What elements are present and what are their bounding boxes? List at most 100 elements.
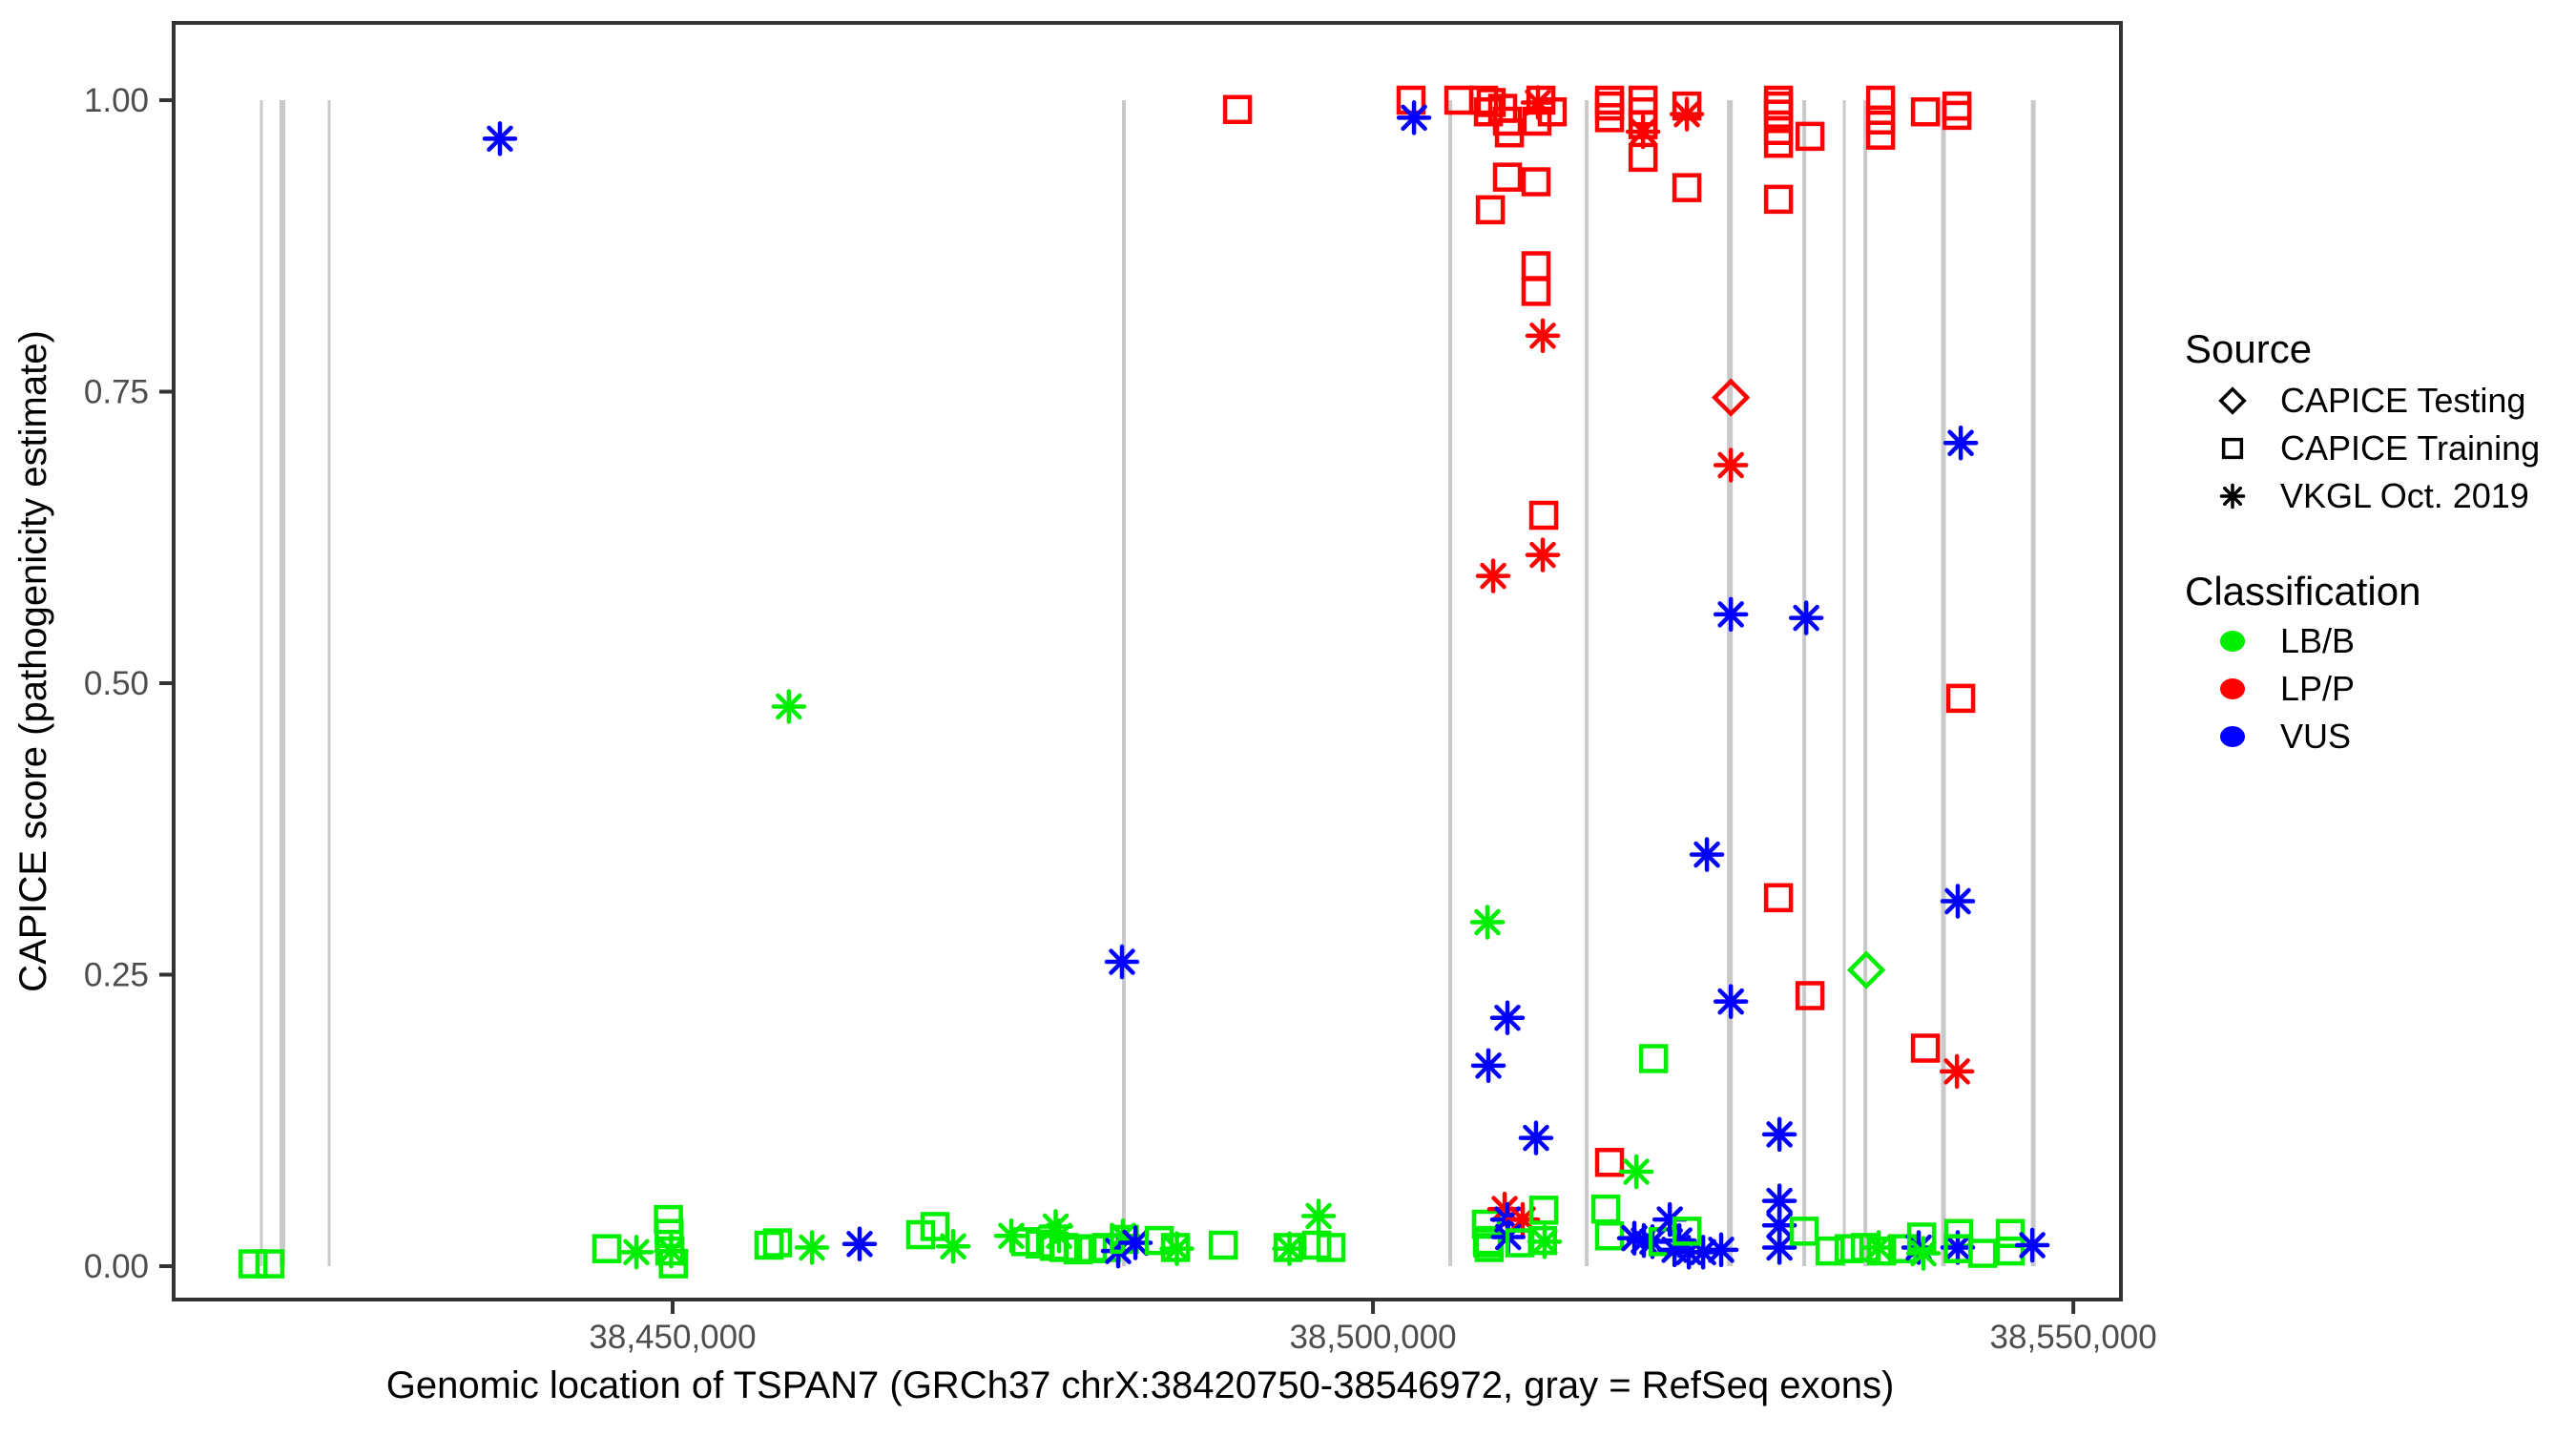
- square-marker: [1789, 1217, 1819, 1246]
- x-tick-label: 38,550,000: [1990, 1319, 2157, 1356]
- legend-class-label: LP/P: [2280, 669, 2355, 708]
- data-point: [1995, 1236, 2025, 1266]
- data-point: [1815, 1236, 1845, 1266]
- square-marker: [1815, 1236, 1845, 1266]
- asterisk-marker: [618, 1235, 654, 1270]
- asterisk-marker: [1300, 1198, 1337, 1234]
- square-marker: [1910, 1033, 1941, 1063]
- asterisk-marker: [1618, 1154, 1654, 1190]
- square-marker: [1672, 1217, 1702, 1246]
- asterisk-marker: [1703, 1232, 1739, 1268]
- data-point: [1672, 1217, 1702, 1246]
- data-point: [239, 1249, 268, 1279]
- square-marker: [1995, 1236, 2025, 1266]
- y-tick-label: 0.50: [84, 665, 149, 702]
- asterisk-marker: [1396, 100, 1432, 135]
- data-point: [1763, 184, 1794, 215]
- asterisk-marker: [1527, 1224, 1563, 1259]
- data-point: [1788, 600, 1824, 635]
- asterisk-marker: [794, 1230, 830, 1265]
- data-point: [1628, 142, 1658, 173]
- data-point: [592, 1234, 622, 1263]
- data-point: [1865, 85, 1896, 115]
- x-axis-title: Genomic location of TSPAN7 (GRCh37 chrX:…: [386, 1364, 1895, 1406]
- square-marker: [1866, 1236, 1897, 1266]
- square-marker: [1942, 100, 1972, 131]
- asterisk-marker: [1159, 1231, 1195, 1266]
- data-point: [794, 1230, 830, 1265]
- diamond-marker: [1711, 378, 1751, 417]
- data-point: [1846, 950, 1886, 989]
- y-axis-title: CAPICE score (pathogenicity estimate): [12, 330, 54, 992]
- data-point: [1474, 1233, 1505, 1262]
- data-point: [1475, 195, 1506, 225]
- data-point: [1905, 1236, 1942, 1271]
- data-point: [1469, 905, 1506, 940]
- legend: Source CAPICE Testing CAPICE Training VKGL…: [2185, 326, 2540, 756]
- data-point: [1672, 173, 1702, 202]
- asterisk-marker: [1761, 1116, 1797, 1153]
- data-point: [1763, 128, 1794, 158]
- square-marker: [1594, 103, 1625, 133]
- asterisk-marker: [2219, 483, 2246, 510]
- data-point: [1939, 1053, 1975, 1090]
- asterisk-marker: [2014, 1227, 2050, 1263]
- data-point: [255, 1249, 285, 1279]
- data-point: [1104, 944, 1140, 980]
- data-point: [1711, 378, 1751, 417]
- asterisk-marker: [482, 121, 518, 156]
- data-point: [1521, 251, 1551, 281]
- square-marker: [239, 1249, 268, 1279]
- square-marker: [1995, 1218, 2025, 1249]
- data-point: [1789, 1217, 1819, 1246]
- square-marker: [1910, 96, 1941, 127]
- data-point: [1763, 99, 1794, 129]
- data-point: [1594, 1147, 1625, 1177]
- data-point: [1942, 100, 1972, 131]
- square-marker: [2221, 437, 2244, 460]
- data-point: [1489, 1000, 1526, 1035]
- square-marker: [1521, 167, 1551, 197]
- data-points: [239, 85, 2050, 1279]
- square-marker: [1763, 128, 1794, 158]
- asterisk-marker: [1525, 318, 1561, 354]
- data-point: [1300, 1198, 1337, 1234]
- square-marker: [1474, 1233, 1505, 1262]
- data-point: [1834, 1234, 1864, 1263]
- data-point: [1222, 94, 1253, 125]
- plot-panel-border: [172, 21, 2123, 1301]
- square-marker: [1528, 500, 1559, 531]
- asterisk-marker: [1713, 596, 1749, 633]
- square-marker: [255, 1249, 285, 1279]
- y-tick-label: 0.75: [84, 374, 149, 411]
- asterisk-marker: [1625, 114, 1661, 150]
- data-point: [1527, 1224, 1563, 1259]
- data-point: [1590, 1194, 1621, 1224]
- data-point: [1525, 537, 1561, 572]
- legend-class-label: VUS: [2280, 717, 2351, 756]
- data-point: [1528, 500, 1559, 531]
- data-point: [1940, 884, 1976, 919]
- asterisk-marker: [1905, 1236, 1942, 1271]
- square-marker: [1471, 1209, 1502, 1239]
- asterisk-marker: [1713, 447, 1749, 483]
- asterisk-marker: [841, 1226, 878, 1262]
- data-point: [482, 121, 518, 156]
- diamond-marker: [1846, 950, 1886, 989]
- data-point: [771, 689, 807, 724]
- square-marker: [1594, 1220, 1625, 1251]
- asterisk-marker: [1525, 537, 1561, 572]
- data-point: [1761, 1116, 1797, 1153]
- data-point: [1761, 1230, 1797, 1265]
- square-marker: [1528, 1196, 1559, 1225]
- legend-class-dot: [2220, 678, 2245, 699]
- legend-source-label: CAPICE Training: [2280, 428, 2540, 468]
- data-point: [1942, 91, 1972, 121]
- data-point: [762, 1228, 793, 1258]
- data-point: [1521, 277, 1551, 306]
- data-point: [1967, 1238, 1998, 1268]
- asterisk-marker: [771, 689, 807, 724]
- data-point: [920, 1212, 950, 1241]
- data-point: [754, 1230, 784, 1260]
